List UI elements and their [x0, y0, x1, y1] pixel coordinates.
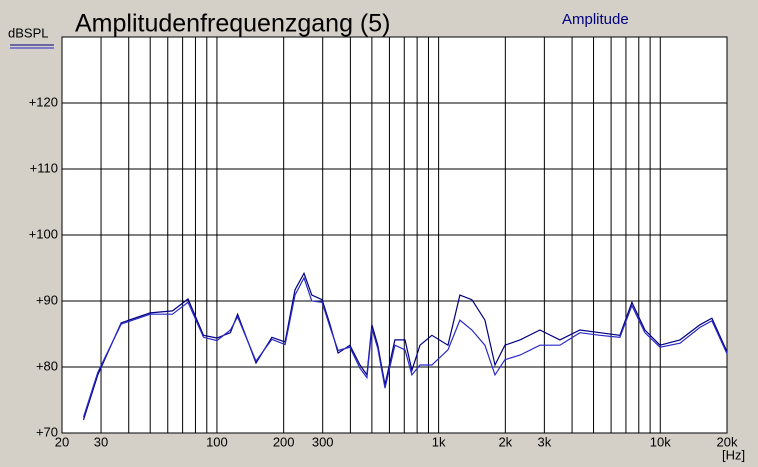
x-tick-label: 300	[312, 434, 334, 449]
legend-label: Amplitude	[562, 11, 629, 28]
y-tick-label: +70	[36, 424, 58, 439]
y-tick-label: +110	[30, 160, 58, 175]
chart-title: Amplitudenfrequenzgang (5)	[75, 10, 390, 38]
y-tick-label: +120	[29, 94, 58, 109]
y-tick-label: +80	[36, 358, 58, 373]
x-tick-label: 100	[206, 434, 228, 449]
x-tick-label: 2k	[498, 434, 512, 449]
x-tick-label: 20	[55, 434, 69, 449]
x-tick-label: 200	[273, 434, 295, 449]
y-tick-label: +100	[29, 226, 58, 241]
x-tick-label: 20k	[717, 434, 738, 449]
x-axis-label: [Hz]	[722, 447, 745, 462]
y-tick-label: +90	[36, 292, 58, 307]
series-line	[82, 276, 728, 418]
x-tick-label: 10k	[650, 434, 671, 449]
y-axis-label: dBSPL	[8, 25, 48, 40]
x-tick-label: 3k	[537, 434, 551, 449]
x-tick-label: 30	[94, 434, 108, 449]
x-tick-label: 1k	[432, 434, 446, 449]
